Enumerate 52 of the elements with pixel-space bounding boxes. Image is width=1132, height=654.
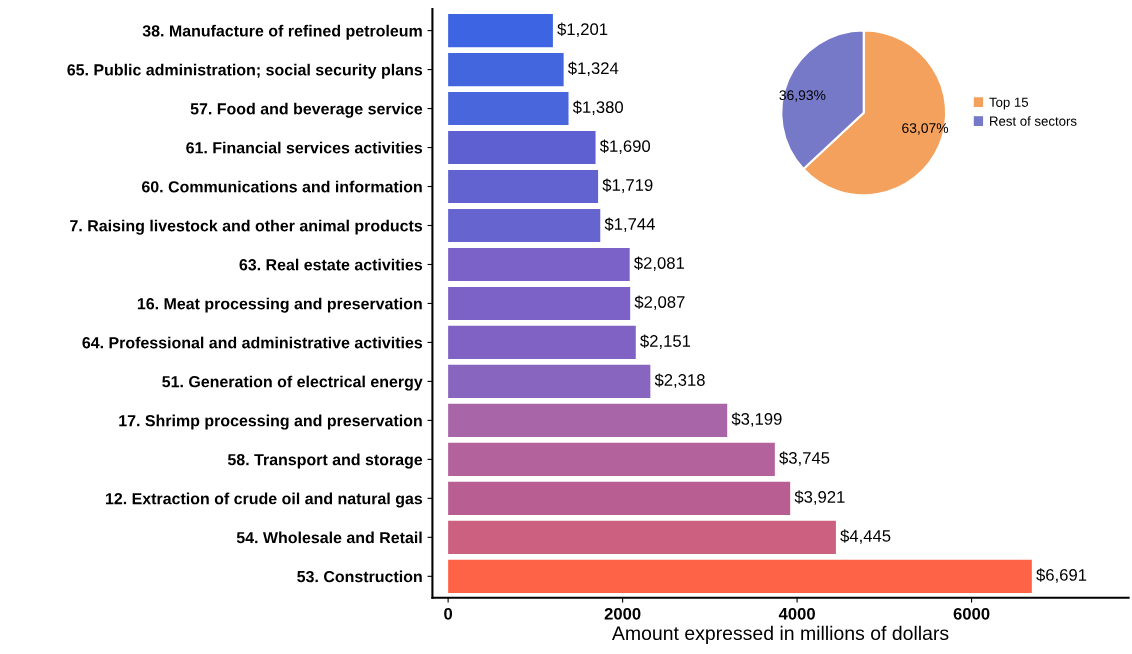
bar [448, 169, 599, 204]
x-tick-label: 4000 [778, 607, 815, 620]
data-label: $1,324 [567, 61, 619, 77]
bar [448, 481, 791, 515]
legend-label: Rest of sectors [990, 116, 1077, 126]
data-label: $2,087 [634, 295, 685, 310]
data-label: $1,744 [604, 217, 655, 232]
data-label: $3,921 [794, 490, 845, 505]
bar [448, 325, 636, 359]
data-label: $2,318 [654, 373, 705, 388]
bar [448, 403, 728, 437]
y-tick-label: 53. Construction [297, 570, 422, 583]
bar [448, 247, 630, 282]
bar [448, 91, 569, 126]
bar [448, 520, 836, 554]
x-axis-title: Amount expressed in millions of dollars [611, 625, 949, 644]
y-tick-label: 7. Raising livestock and other animal products [70, 219, 423, 235]
bar [448, 364, 651, 398]
y-tick-label: 64. Professional and administrative activities [82, 336, 423, 349]
data-label: $3,745 [779, 451, 830, 466]
data-label: $1,201 [557, 22, 608, 38]
bar [448, 442, 775, 476]
x-tick-label: 6000 [953, 607, 990, 620]
y-tick-label: 54. Wholesale and Retail [236, 531, 422, 544]
data-label: $1,690 [599, 139, 651, 154]
y-tick-label: 12. Extraction of crude oil and natural gas [105, 492, 423, 508]
data-label: $6,691 [1036, 568, 1087, 583]
y-tick-label: 57. Food and beverage service [190, 102, 423, 118]
y-tick-label: 16. Meat processing and preservation [137, 297, 422, 313]
bar [448, 559, 1032, 593]
y-tick-label: 61. Financial services activities [186, 141, 423, 154]
bar [448, 286, 631, 321]
data-label: $4,445 [840, 529, 891, 544]
data-label: $1,719 [602, 178, 653, 193]
y-tick-label: 60. Communications and information [141, 180, 422, 193]
bar [448, 53, 564, 87]
y-tick-label: 58. Transport and storage [227, 453, 423, 469]
y-tick-label: 65. Public administration; social security plans [67, 63, 423, 79]
x-tick-label: 0 [444, 607, 453, 620]
y-tick-label: 63. Real estate activities [239, 258, 423, 271]
y-tick-label: 17. Shrimp processing and preservation [119, 414, 422, 430]
y-tick-label: 51. Generation of electrical energy [162, 375, 423, 391]
bar [448, 208, 601, 243]
data-label: $2,081 [634, 256, 684, 271]
legend-label: Top 15 [989, 97, 1029, 110]
bar [448, 130, 596, 165]
data-label: $1,380 [572, 100, 624, 115]
y-tick-label: 38. Manufacture of refined petroleum [142, 24, 422, 40]
data-label: $3,199 [731, 412, 782, 427]
bar [448, 14, 553, 48]
x-tick-label: 2000 [604, 607, 641, 620]
data-label: $2,151 [640, 334, 691, 349]
